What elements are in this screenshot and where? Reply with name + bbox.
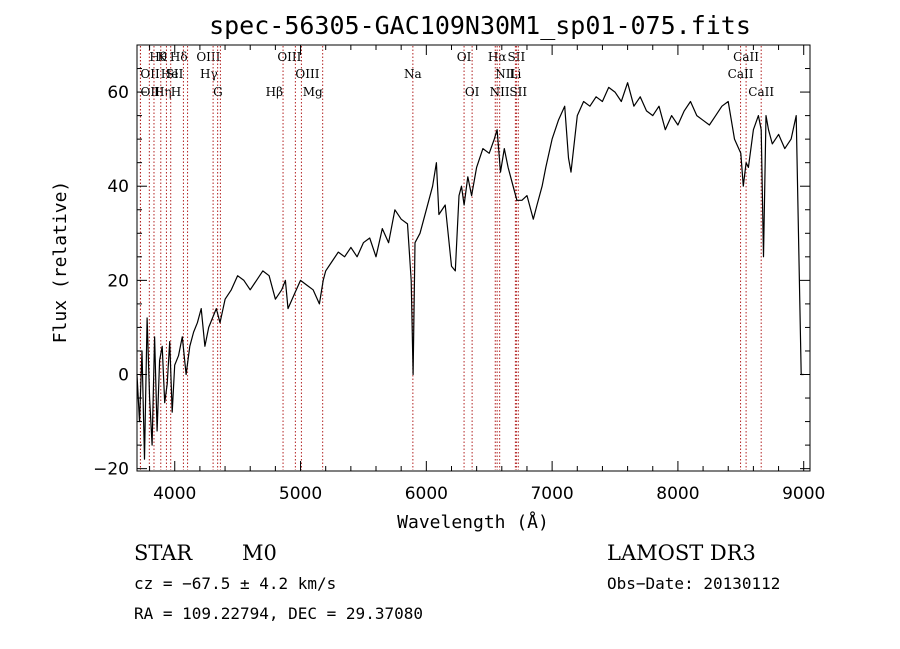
y-tick-label-0: −20 [93,460,129,480]
line-label-18: OI [465,85,480,99]
line-label-10: Hγ [200,67,218,81]
redshift-velocity: cz = −67.5 ± 4.2 km/s [134,574,336,593]
line-label-12: Hβ [266,85,283,99]
line-label-15: Mg [303,85,323,99]
line-label-17: OI [457,50,472,64]
line-label-27: CaII [748,85,774,99]
line-label-6: H [171,85,181,99]
y-tick-label-2: 20 [107,271,129,291]
line-label-22: Li [509,67,521,81]
line-label-5: He [161,67,179,81]
line-label-14: OIII [295,67,319,81]
line-label-23: NII [490,85,510,99]
y-tick-label-1: 0 [118,366,129,386]
line-label-13: OIII [277,50,301,64]
x-axis-label: Wavelength (Å) [397,511,549,533]
line-label-21: NII [495,67,515,81]
spectrum-series [136,82,804,460]
plot-frame [136,44,811,472]
line-label-20: SII [508,50,526,64]
line-label-8: SII [166,67,184,81]
line-label-11: G [213,85,223,99]
y-tick-label-4: 60 [107,83,129,103]
line-label-9: OIII [196,50,220,64]
line-label-25: CaII [733,50,759,64]
y-axis-label: Flux (relative) [50,181,71,344]
x-tick-label-0: 4000 [153,484,196,504]
line-label-1: OII [140,67,160,81]
observation-date: Obs−Date: 20130112 [607,574,780,593]
x-tick-label-5: 9000 [782,484,825,504]
line-label-16: Na [404,67,422,81]
axis-ticks: 4000 5000 6000 7000 8000 9000 −20 0 20 40 60 [93,45,825,504]
line-label-19: Hα [488,50,507,64]
line-label-4: K [157,50,167,64]
x-tick-label-1: 5000 [279,484,322,504]
chart-title: spec-56305-GAC109N30M1_sp01-075.fits [209,11,751,40]
y-tick-label-3: 40 [107,177,129,197]
x-tick-label-3: 7000 [530,484,573,504]
coordinates: RA = 109.22794, DEC = 29.37080 [134,604,423,623]
line-label-7: Hδ [170,50,188,64]
object-subclass: M0 [242,541,277,565]
line-label-2: OII [141,85,161,99]
line-label-3: Hη [154,85,172,99]
survey-name: LAMOST DR3 [607,541,756,565]
x-tick-label-4: 8000 [656,484,699,504]
x-tick-label-2: 6000 [405,484,448,504]
spectrum-line [136,82,804,460]
line-label-26: CaII [728,67,754,81]
object-class: STAR [134,541,193,565]
line-label-24: SII [509,85,527,99]
